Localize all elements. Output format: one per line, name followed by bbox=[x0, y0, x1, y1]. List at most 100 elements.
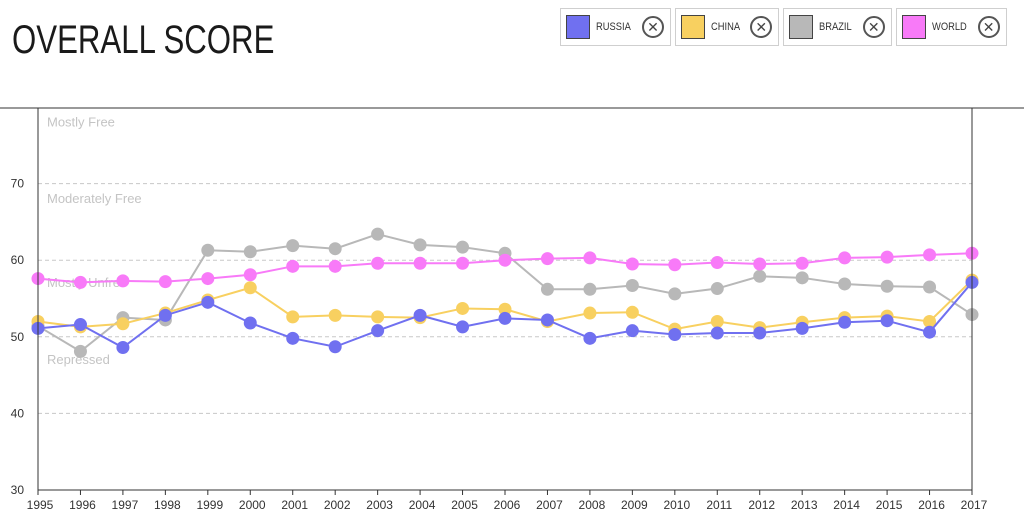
data-point-russia bbox=[158, 308, 172, 322]
x-tick-label: 2007 bbox=[536, 498, 563, 512]
data-point-brazil bbox=[923, 280, 937, 294]
legend-swatch-russia bbox=[566, 15, 590, 39]
legend-label-brazil: BRAZIL bbox=[819, 21, 852, 33]
data-point-brazil bbox=[243, 245, 257, 259]
data-point-brazil bbox=[456, 240, 470, 254]
data-point-world bbox=[540, 252, 554, 266]
close-icon[interactable]: ✕ bbox=[641, 16, 664, 38]
x-tick-label: 2008 bbox=[579, 498, 606, 512]
x-tick-label: 2016 bbox=[918, 498, 945, 512]
zone-label: Repressed bbox=[47, 352, 110, 367]
data-point-brazil bbox=[838, 277, 852, 291]
legend-swatch-china bbox=[680, 15, 705, 39]
x-tick-label: 2004 bbox=[409, 498, 436, 512]
legend-item-russia[interactable]: RUSSIA ✕ bbox=[560, 8, 671, 46]
data-point-china bbox=[328, 308, 342, 322]
x-tick-label: 1995 bbox=[27, 498, 54, 512]
data-point-world bbox=[328, 259, 342, 273]
data-point-brazil bbox=[328, 242, 342, 256]
data-point-russia bbox=[498, 311, 512, 325]
legend-item-world[interactable]: WORLD ✕ bbox=[895, 8, 1007, 46]
data-point-world bbox=[498, 253, 512, 267]
page-title: OVERALL SCORE bbox=[12, 18, 275, 62]
y-tick-label: 70 bbox=[11, 177, 25, 191]
legend: RUSSIA ✕ CHINA ✕ BRAZIL ✕ WORLD ✕ bbox=[560, 8, 1007, 46]
data-point-brazil bbox=[583, 282, 597, 296]
data-point-china bbox=[923, 314, 937, 328]
legend-item-china[interactable]: CHINA ✕ bbox=[674, 8, 780, 46]
x-tick-label: 2012 bbox=[748, 498, 775, 512]
x-tick-label: 1998 bbox=[154, 498, 181, 512]
data-point-world bbox=[201, 272, 215, 286]
data-point-brazil bbox=[73, 344, 87, 358]
data-point-russia bbox=[286, 331, 300, 345]
y-tick-label: 30 bbox=[11, 483, 25, 497]
legend-swatch-world bbox=[901, 15, 926, 39]
data-point-world bbox=[73, 275, 87, 289]
x-tick-label: 2000 bbox=[239, 498, 266, 512]
data-point-russia bbox=[540, 313, 554, 327]
data-point-china bbox=[456, 301, 470, 315]
data-point-brazil bbox=[286, 239, 300, 253]
data-point-world bbox=[668, 258, 682, 272]
y-tick-label: 60 bbox=[11, 253, 25, 267]
data-point-brazil bbox=[540, 282, 554, 296]
data-point-russia bbox=[413, 308, 427, 322]
data-point-china bbox=[625, 305, 639, 319]
data-point-brazil bbox=[710, 282, 724, 296]
y-tick-label: 40 bbox=[11, 406, 25, 420]
data-point-china bbox=[286, 310, 300, 324]
data-point-world bbox=[753, 257, 767, 271]
x-tick-label: 2009 bbox=[621, 498, 648, 512]
data-point-russia bbox=[583, 331, 597, 345]
legend-swatch-brazil bbox=[789, 15, 814, 39]
x-tick-label: 2011 bbox=[706, 498, 732, 512]
x-tick-label: 2015 bbox=[876, 498, 903, 512]
data-point-world bbox=[625, 257, 639, 271]
data-point-world bbox=[158, 275, 172, 289]
data-point-russia bbox=[456, 320, 470, 334]
data-point-russia bbox=[328, 340, 342, 354]
x-tick-label: 2006 bbox=[494, 498, 521, 512]
y-tick-label: 50 bbox=[11, 330, 25, 344]
close-icon[interactable]: ✕ bbox=[750, 16, 773, 38]
data-point-china bbox=[498, 302, 512, 316]
data-point-china bbox=[371, 310, 385, 324]
x-tick-label: 2013 bbox=[791, 498, 818, 512]
data-point-russia bbox=[668, 328, 682, 342]
data-point-russia bbox=[116, 341, 130, 355]
data-point-russia bbox=[753, 326, 767, 340]
data-point-russia bbox=[201, 295, 215, 309]
data-point-brazil bbox=[880, 279, 894, 293]
data-point-world bbox=[795, 256, 809, 270]
data-point-russia bbox=[838, 315, 852, 329]
data-point-russia bbox=[243, 316, 257, 330]
data-point-china bbox=[243, 281, 257, 295]
data-point-russia bbox=[625, 324, 639, 338]
x-tick-label: 2003 bbox=[366, 498, 393, 512]
x-tick-label: 1997 bbox=[112, 498, 139, 512]
data-point-brazil bbox=[413, 238, 427, 252]
data-point-brazil bbox=[795, 271, 809, 285]
x-tick-label: 2002 bbox=[324, 498, 351, 512]
legend-item-brazil[interactable]: BRAZIL ✕ bbox=[783, 8, 892, 46]
data-point-russia bbox=[371, 324, 385, 338]
data-point-russia bbox=[73, 318, 87, 332]
data-point-world bbox=[371, 256, 385, 270]
data-point-world bbox=[710, 255, 724, 269]
data-point-world bbox=[243, 268, 257, 282]
zone-label: Moderately Free bbox=[47, 191, 142, 206]
x-tick-label: 2017 bbox=[961, 498, 988, 512]
data-point-brazil bbox=[668, 287, 682, 301]
close-icon[interactable]: ✕ bbox=[862, 16, 885, 38]
legend-label-russia: RUSSIA bbox=[596, 21, 631, 33]
data-point-world bbox=[923, 248, 937, 262]
data-point-world bbox=[286, 259, 300, 273]
data-point-brazil bbox=[753, 269, 767, 283]
data-point-russia bbox=[880, 314, 894, 328]
x-tick-label: 2001 bbox=[281, 498, 308, 512]
zone-label: Mostly Free bbox=[47, 114, 115, 129]
data-point-russia bbox=[795, 321, 809, 335]
close-icon[interactable]: ✕ bbox=[977, 16, 1000, 38]
data-point-world bbox=[456, 256, 470, 270]
